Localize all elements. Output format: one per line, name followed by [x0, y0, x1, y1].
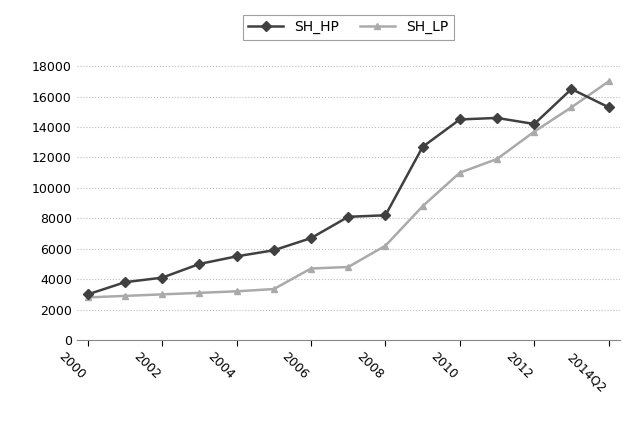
SH_LP — [196, 290, 203, 295]
Line: SH_HP: SH_HP — [84, 85, 612, 298]
SH_LP — [605, 79, 613, 84]
SH_LP — [381, 243, 389, 248]
SH_LP — [567, 105, 575, 110]
SH_LP — [158, 292, 166, 297]
SH_HP — [270, 248, 278, 253]
SH_LP — [84, 295, 91, 300]
SH_HP — [530, 122, 538, 127]
SH_HP — [158, 275, 166, 280]
SH_HP — [307, 235, 315, 241]
SH_HP — [233, 254, 240, 259]
SH_HP — [456, 117, 464, 122]
SH_HP — [381, 213, 389, 218]
SH_LP — [344, 264, 352, 269]
SH_LP — [121, 293, 129, 298]
SH_HP — [84, 292, 91, 297]
SH_LP — [493, 156, 501, 162]
SH_HP — [567, 86, 575, 91]
Legend: SH_HP, SH_LP: SH_HP, SH_LP — [243, 14, 454, 40]
SH_HP — [493, 115, 501, 120]
SH_LP — [233, 289, 240, 294]
SH_HP — [121, 280, 129, 285]
SH_HP — [605, 105, 613, 110]
SH_LP — [419, 204, 426, 209]
Line: SH_LP: SH_LP — [84, 78, 612, 301]
SH_HP — [344, 214, 352, 219]
SH_LP — [307, 266, 315, 271]
SH_LP — [270, 286, 278, 292]
SH_LP — [456, 170, 464, 175]
SH_LP — [530, 129, 538, 134]
SH_HP — [419, 144, 426, 149]
SH_HP — [196, 261, 203, 266]
